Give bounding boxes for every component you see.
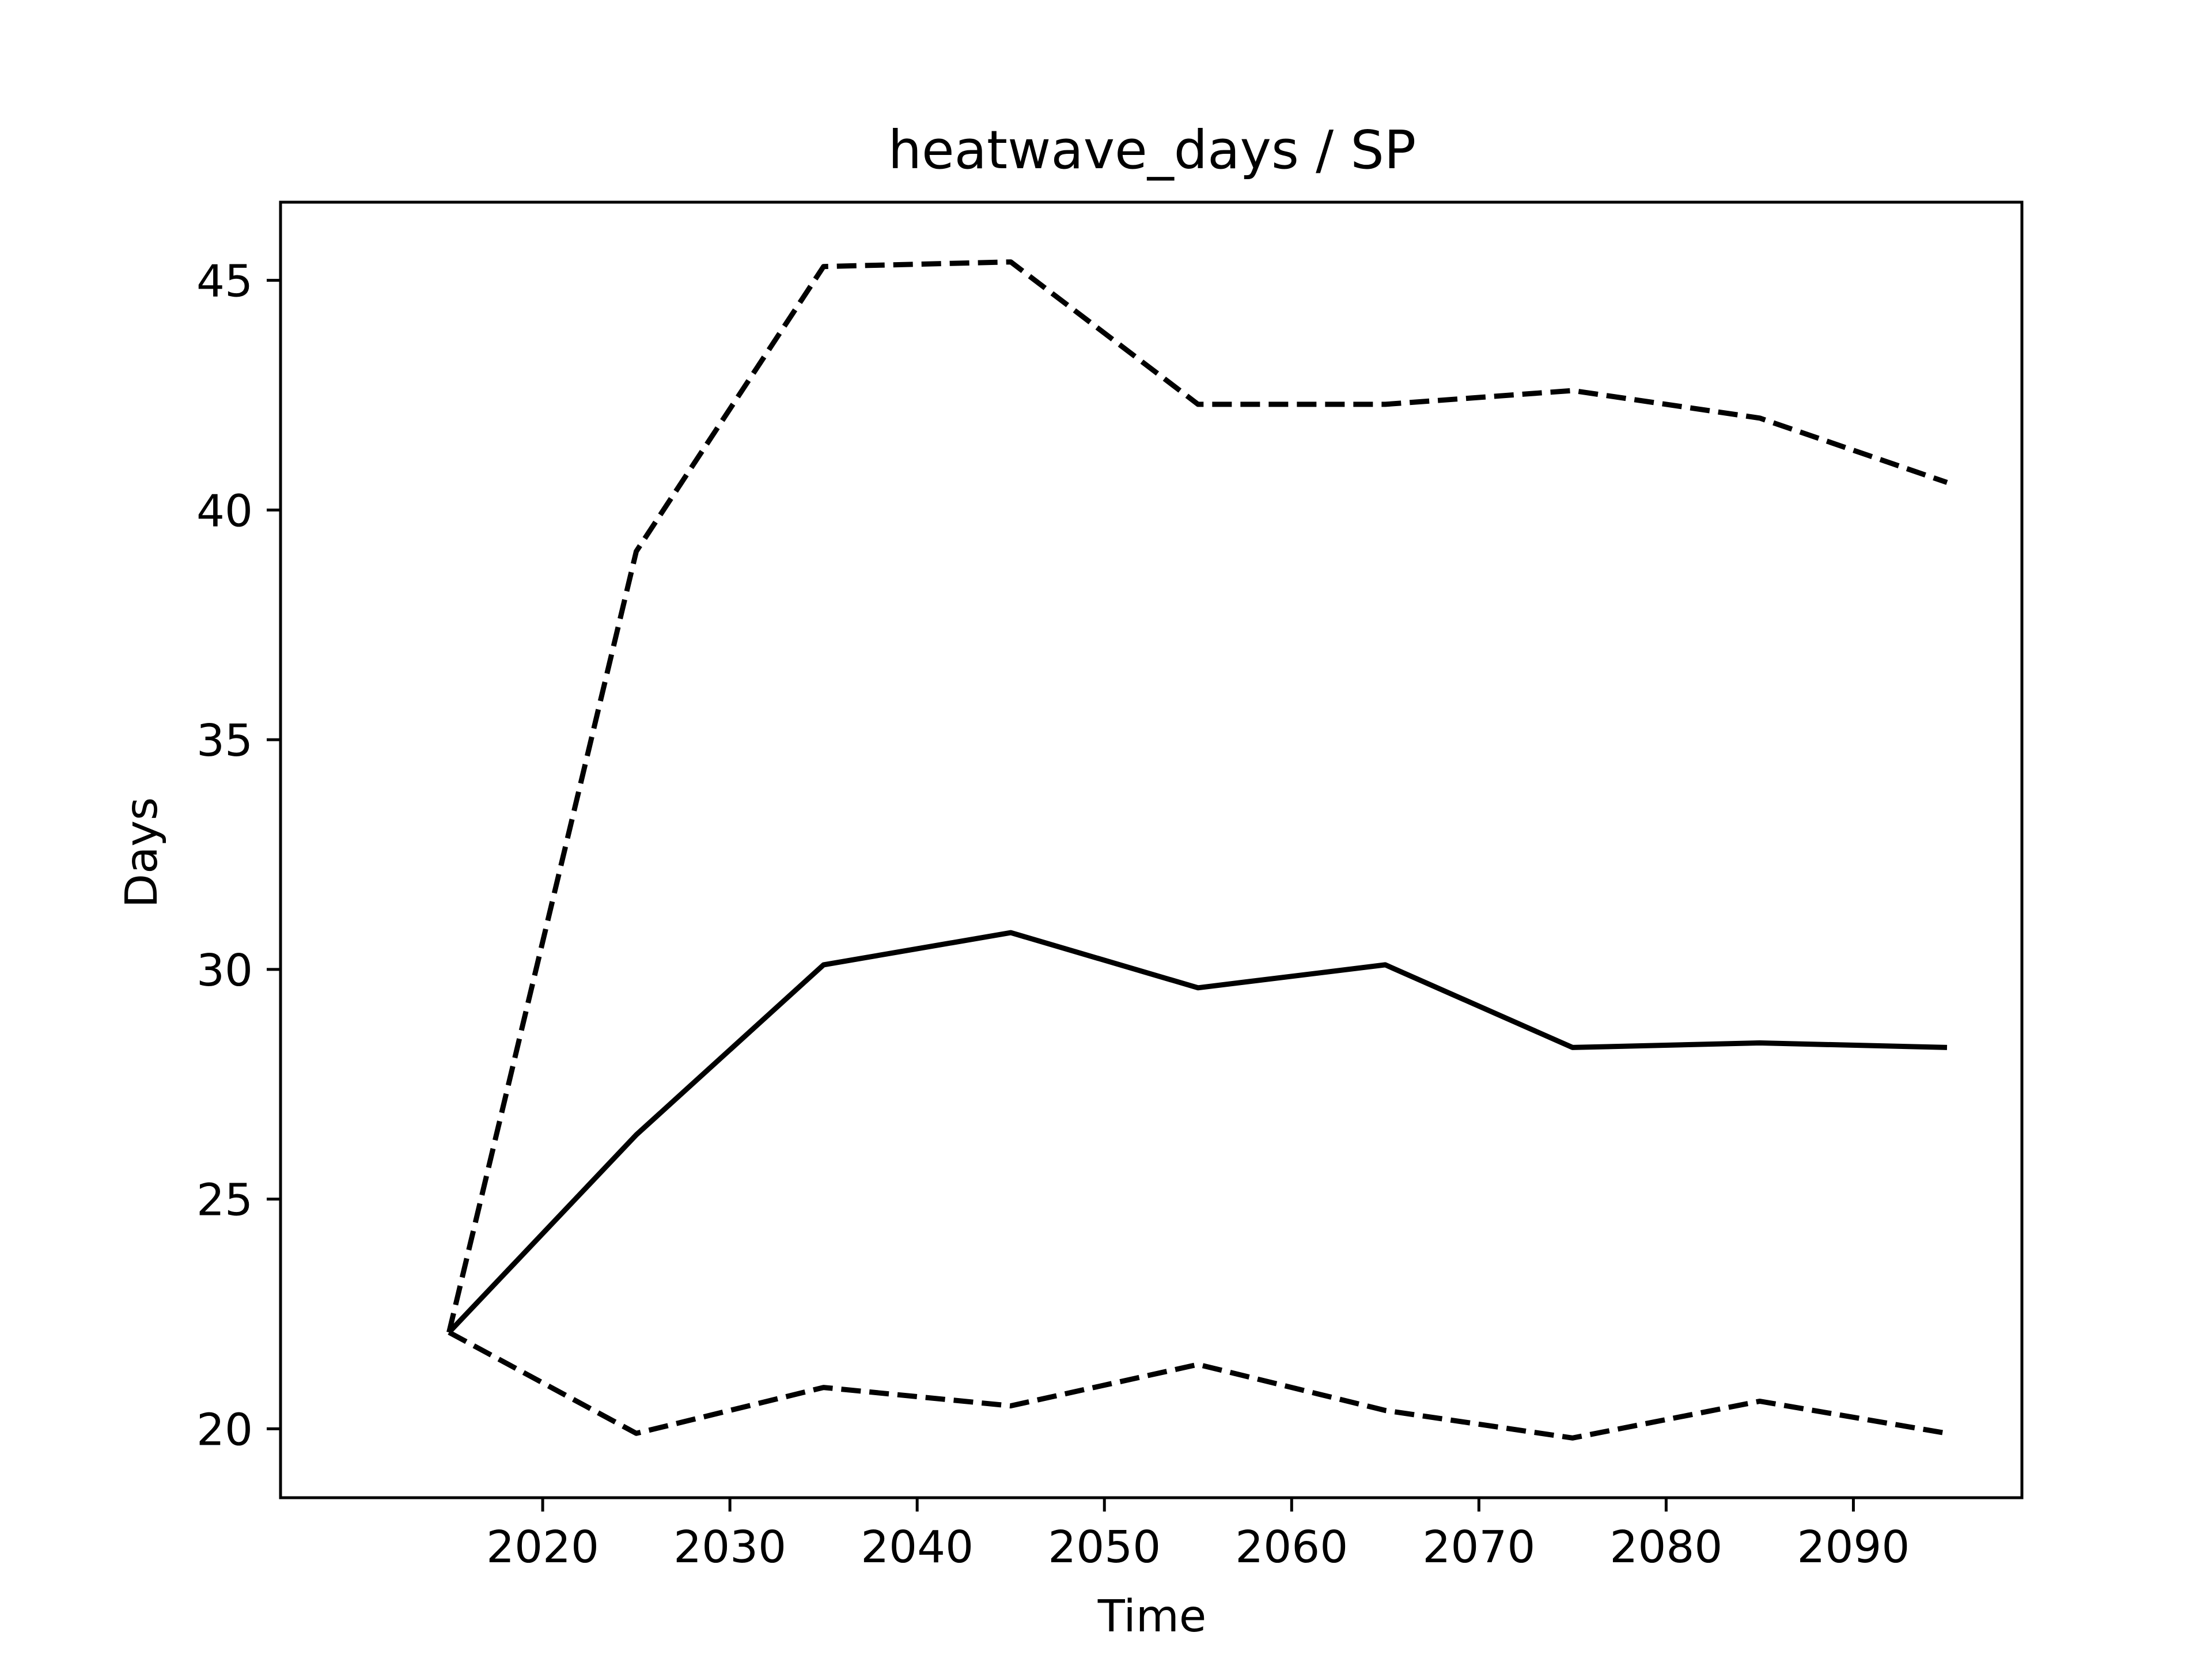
x-axis-label: Time — [1097, 1591, 1206, 1642]
series-line-upper — [446, 259, 1948, 1333]
x-tick-label: 2060 — [1235, 1522, 1348, 1573]
y-axis-label: Days — [116, 797, 168, 908]
chart-title: heatwave_days / SP — [888, 119, 1416, 181]
x-tick-label: 2020 — [486, 1522, 599, 1573]
x-tick-label: 2050 — [1048, 1522, 1161, 1573]
y-tick-label: 40 — [196, 486, 253, 537]
y-axis-ticks: 20 25 30 35 40 45 — [196, 256, 281, 1456]
y-tick-label: 45 — [196, 256, 253, 308]
x-tick-label: 2090 — [1797, 1522, 1910, 1573]
x-tick-label: 2070 — [1422, 1522, 1535, 1573]
y-tick-label: 30 — [196, 945, 253, 997]
y-tick-label: 20 — [196, 1404, 253, 1456]
y-tick-label: 25 — [196, 1175, 253, 1226]
series-layer — [446, 259, 1948, 1441]
y-tick-label: 35 — [196, 715, 253, 767]
x-tick-label: 2030 — [673, 1522, 786, 1573]
x-tick-label: 2040 — [861, 1522, 974, 1573]
series-line-median — [447, 930, 1948, 1334]
plot-frame — [279, 200, 2024, 1499]
x-axis-ticks: 2020 2030 2040 2050 2060 2070 2080 2090 — [486, 1498, 1910, 1573]
x-tick-label: 2080 — [1609, 1522, 1722, 1573]
